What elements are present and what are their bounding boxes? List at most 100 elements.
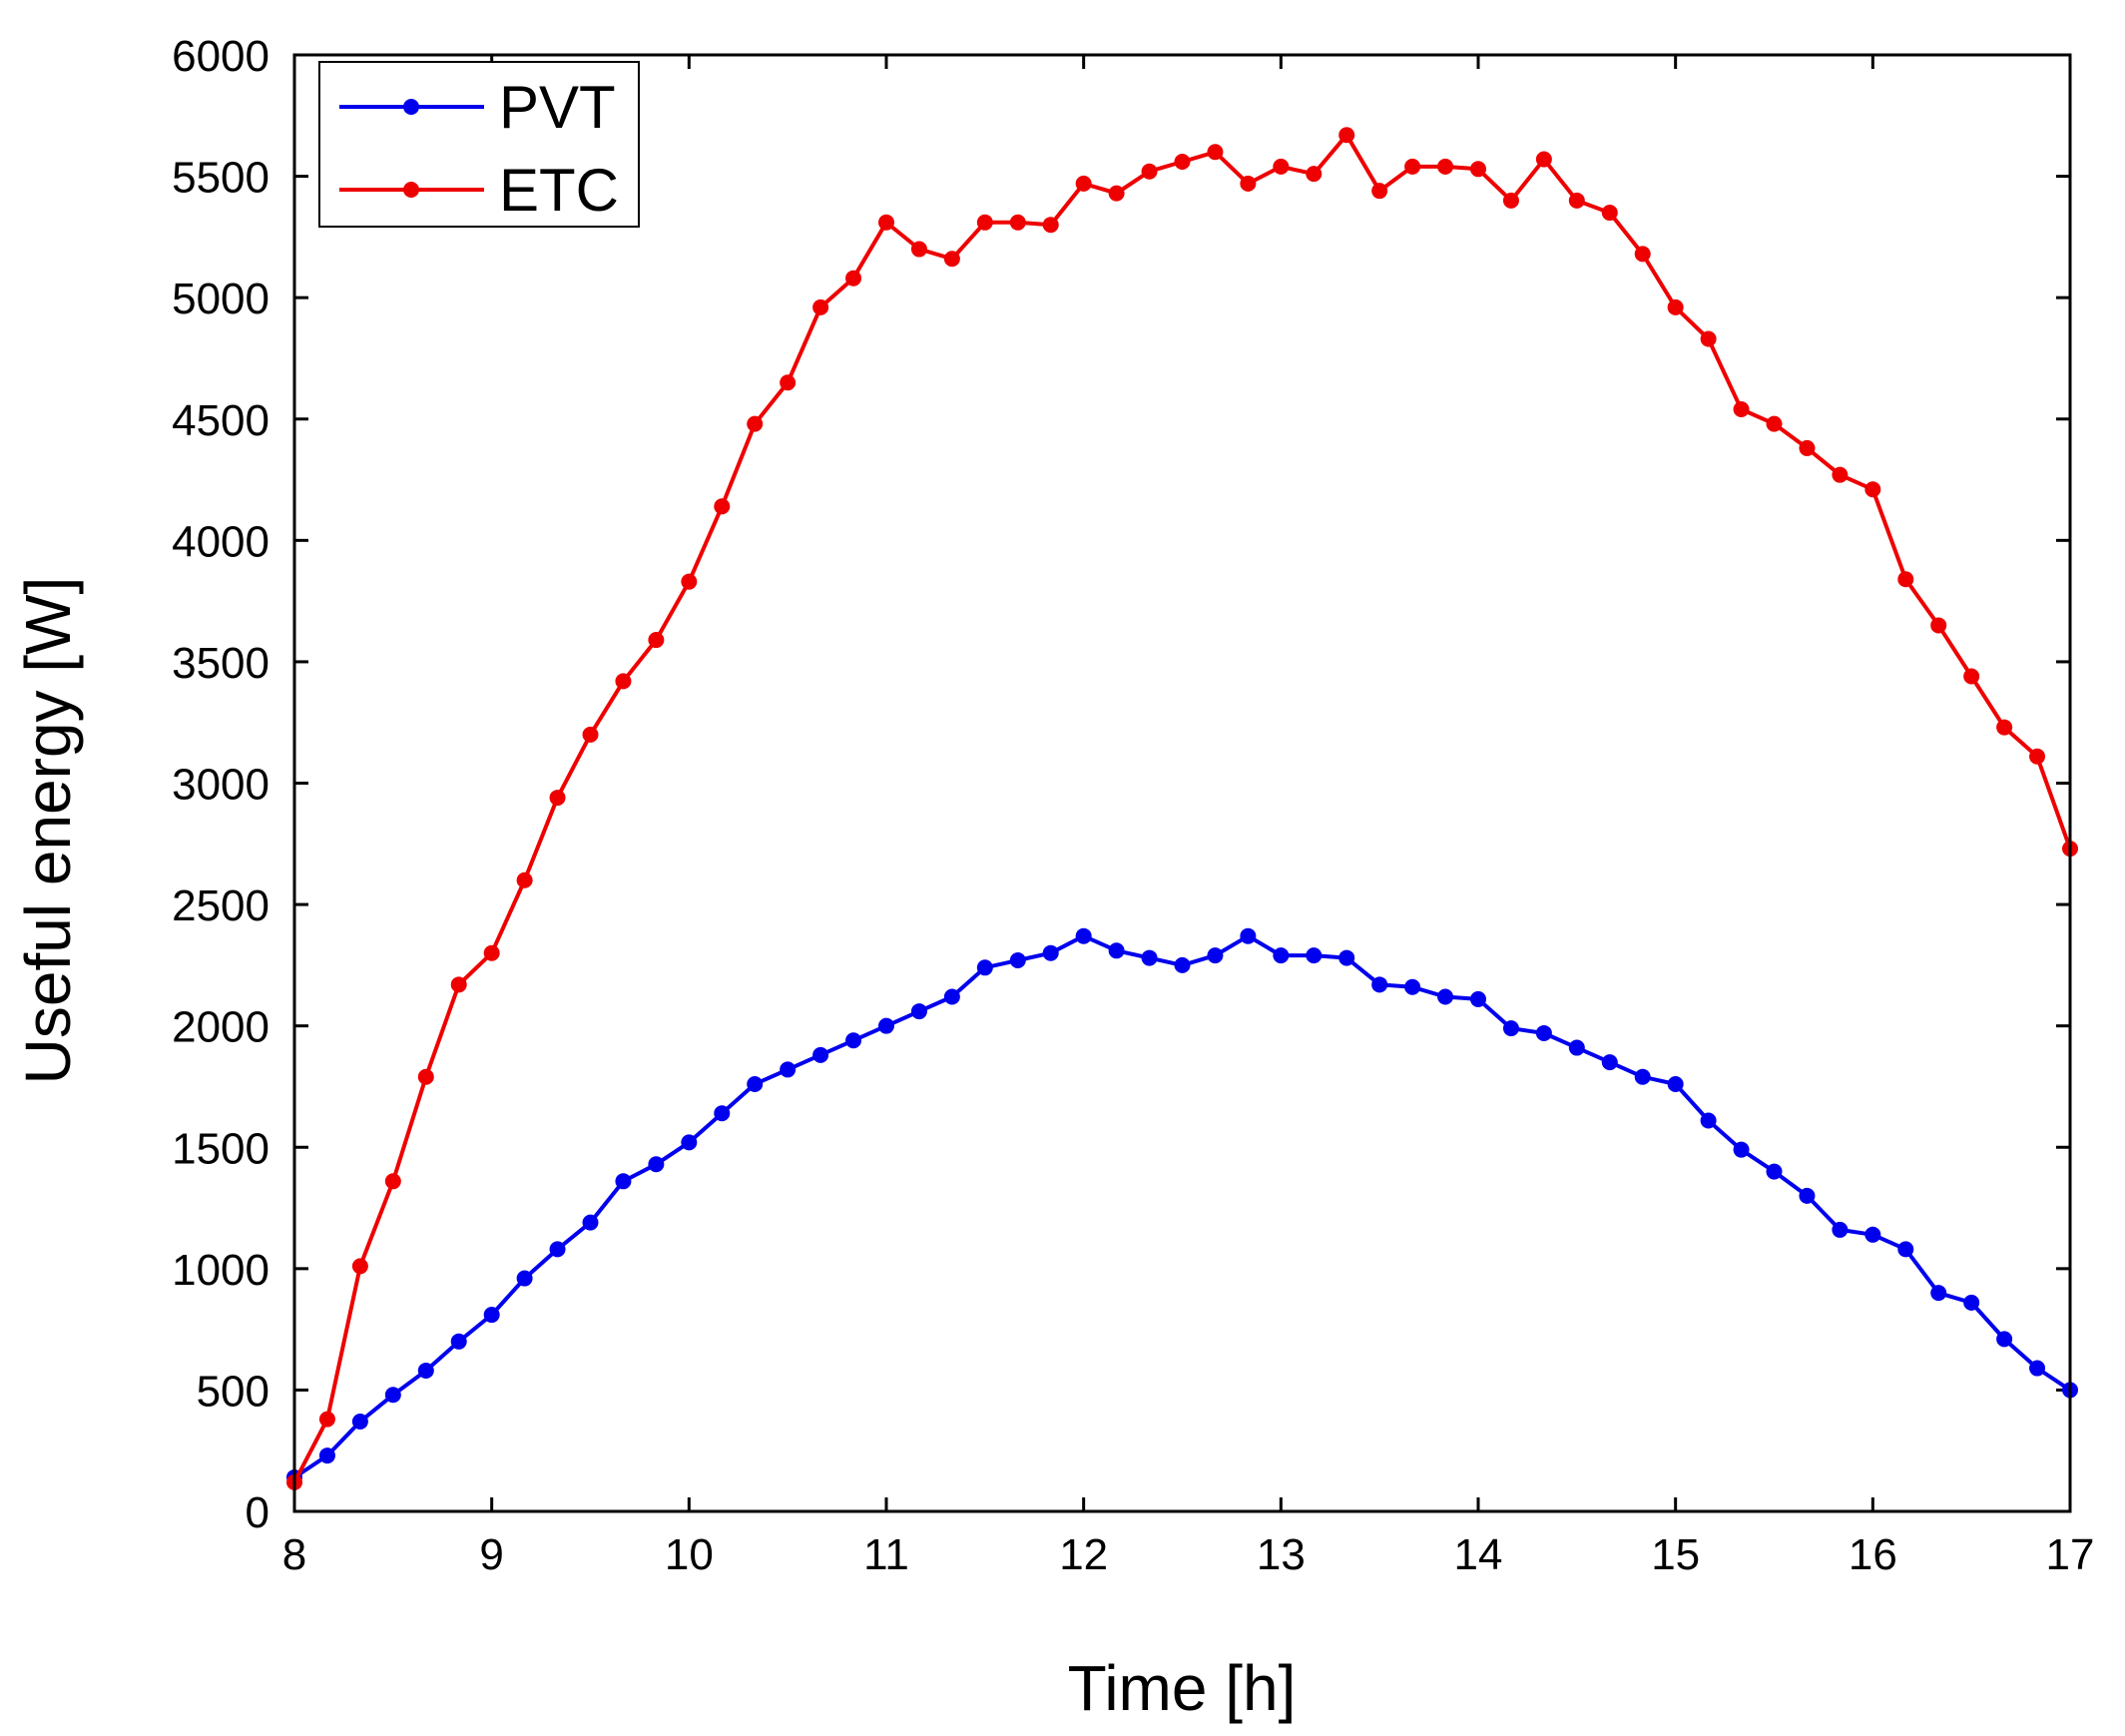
data-point-pvt	[1733, 1141, 1750, 1158]
y-tick-label: 2500	[172, 881, 269, 930]
data-point-etc	[1470, 161, 1486, 178]
data-point-etc	[1700, 330, 1717, 347]
data-point-etc	[384, 1173, 401, 1190]
data-point-etc	[1437, 158, 1454, 175]
axis-tick-labels: 0 500 1000 1500 2000 2500 3000 3500 4000 4500 5000…	[172, 32, 2094, 1579]
data-point-etc	[483, 944, 500, 961]
data-point-pvt	[747, 1076, 764, 1093]
data-point-pvt	[1042, 944, 1059, 961]
x-tick-label: 14	[1454, 1530, 1503, 1579]
data-point-etc	[976, 214, 993, 231]
y-tick-label: 4000	[172, 517, 269, 566]
legend-pvt-marker	[403, 99, 419, 115]
data-point-etc	[1864, 481, 1881, 498]
y-tick-label: 1000	[172, 1246, 269, 1295]
data-point-pvt	[549, 1241, 566, 1258]
data-point-pvt	[1535, 1024, 1552, 1041]
y-tick-label: 1500	[172, 1124, 269, 1173]
legend: PVT ETC	[318, 61, 640, 228]
data-point-pvt	[1634, 1068, 1651, 1085]
data-point-etc	[1009, 214, 1026, 231]
plot-frame	[292, 53, 2072, 1513]
x-tick-label: 8	[282, 1530, 306, 1579]
data-point-etc	[1930, 617, 1947, 634]
data-point-pvt	[780, 1061, 797, 1078]
data-point-pvt	[1306, 947, 1323, 964]
data-point-pvt	[1240, 927, 1257, 944]
data-point-etc	[648, 632, 665, 649]
data-point-etc	[747, 415, 764, 432]
data-point-pvt	[1667, 1076, 1684, 1093]
legend-box	[318, 61, 640, 228]
data-point-pvt	[450, 1333, 467, 1350]
data-point-etc	[1766, 415, 1783, 432]
data-point-etc	[516, 871, 533, 888]
data-point-pvt	[1963, 1294, 1980, 1311]
data-point-etc	[450, 976, 467, 993]
data-point-pvt	[1832, 1221, 1849, 1238]
y-tick-label: 3500	[172, 639, 269, 688]
data-point-pvt	[1371, 976, 1388, 993]
data-point-etc	[1996, 719, 2013, 736]
data-point-etc	[1306, 166, 1323, 183]
data-point-etc	[582, 726, 599, 743]
legend-etc-label: ETC	[499, 157, 619, 224]
data-point-pvt	[1601, 1054, 1618, 1071]
data-point-etc	[1075, 175, 1092, 192]
data-point-pvt	[1108, 942, 1125, 959]
data-point-etc	[845, 270, 862, 287]
data-point-etc	[681, 573, 698, 590]
data-point-pvt	[516, 1270, 533, 1287]
data-point-etc	[943, 251, 960, 268]
x-tick-label: 11	[863, 1530, 909, 1579]
x-tick-label: 13	[1257, 1530, 1306, 1579]
data-point-etc	[1733, 401, 1750, 418]
data-point-pvt	[1273, 947, 1290, 964]
series-line-pvt	[292, 933, 2072, 1479]
data-point-pvt	[1930, 1285, 1947, 1302]
data-point-pvt	[615, 1173, 632, 1190]
data-point-pvt	[1502, 1020, 1519, 1037]
legend-etc-marker	[403, 182, 419, 198]
data-point-etc	[910, 241, 927, 258]
x-tick-label: 16	[1849, 1530, 1897, 1579]
y-tick-label: 3000	[172, 761, 269, 810]
data-point-pvt	[384, 1387, 401, 1404]
data-point-pvt	[812, 1046, 829, 1063]
data-point-etc	[812, 298, 829, 315]
y-tick-label: 2000	[172, 1003, 269, 1052]
data-point-etc	[1601, 205, 1618, 222]
data-point-etc	[714, 498, 731, 515]
y-tick-label: 5500	[172, 154, 269, 203]
data-point-etc	[549, 790, 566, 807]
series-etc	[286, 127, 2078, 1490]
y-tick-label: 500	[197, 1367, 269, 1416]
data-point-pvt	[714, 1105, 731, 1122]
series-pvt	[286, 927, 2078, 1485]
y-tick-label: 6000	[172, 32, 269, 81]
data-point-pvt	[878, 1017, 894, 1034]
data-point-pvt	[910, 1003, 927, 1020]
data-point-etc	[1174, 153, 1191, 170]
data-point-pvt	[1799, 1187, 1816, 1204]
y-tick-label: 5000	[172, 275, 269, 323]
data-point-etc	[1634, 246, 1651, 263]
data-point-pvt	[943, 988, 960, 1005]
x-tick-label: 10	[665, 1530, 714, 1579]
y-tick-label: 4500	[172, 396, 269, 445]
data-point-etc	[351, 1258, 368, 1275]
data-point-etc	[1371, 183, 1388, 200]
series-line-etc	[292, 133, 2072, 1483]
x-axis-title: Time [h]	[1068, 1652, 1297, 1724]
series-layer	[286, 127, 2078, 1490]
data-point-pvt	[582, 1214, 599, 1231]
data-point-pvt	[1996, 1331, 2013, 1348]
x-tick-label: 12	[1059, 1530, 1108, 1579]
data-point-etc	[1568, 192, 1585, 209]
data-point-pvt	[1207, 947, 1224, 964]
data-point-etc	[417, 1068, 434, 1085]
data-point-etc	[1832, 466, 1849, 483]
data-point-pvt	[318, 1447, 335, 1464]
data-point-pvt	[681, 1134, 698, 1151]
